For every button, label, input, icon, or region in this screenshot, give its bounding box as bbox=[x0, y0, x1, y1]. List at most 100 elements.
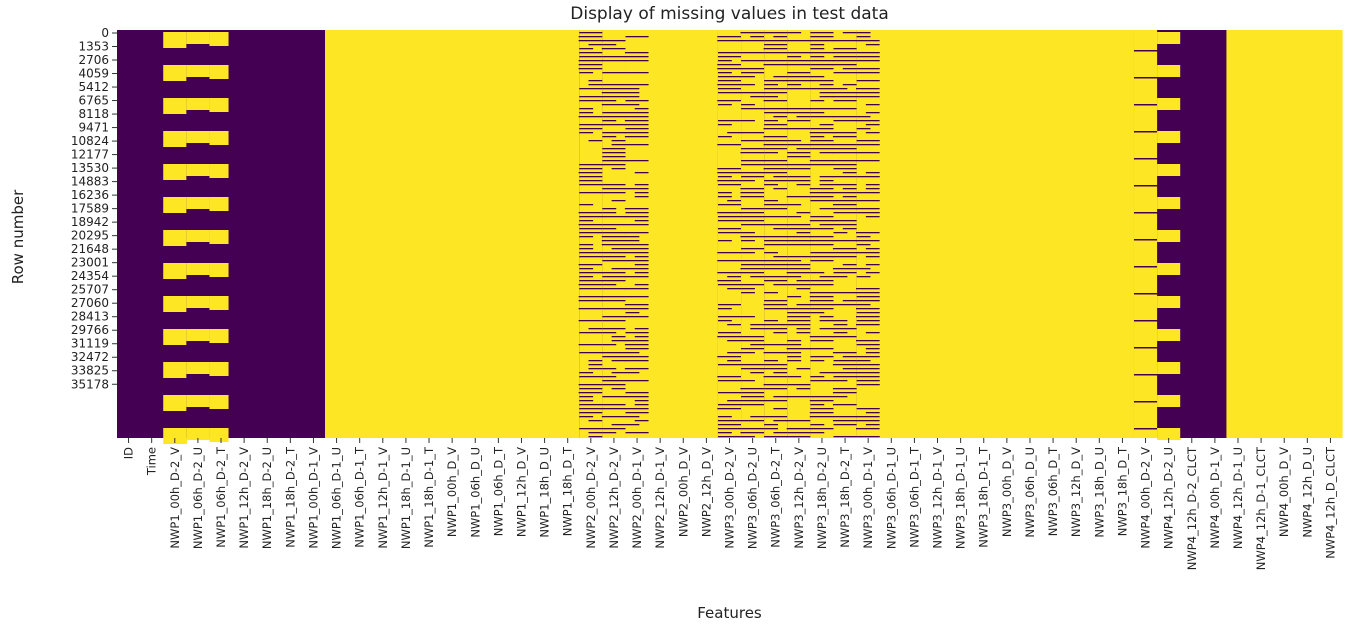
y-tick-label: 6765 bbox=[78, 94, 109, 108]
cell-col-nwp3-06h-d-2-t-present-line bbox=[773, 408, 788, 410]
cell-col-nwp3-18h-d-2-t-present-line bbox=[833, 320, 848, 322]
cell-col-nwp2-00h-d-2-v-present-line bbox=[578, 296, 603, 298]
cell-col-nwp3-18h-d-2-u-present-line bbox=[810, 140, 835, 142]
cell-col-nwp3-12h-d-2-v-present-line bbox=[787, 340, 802, 342]
cell-col-nwp1-06h-d-2-u-missing-block bbox=[186, 164, 211, 176]
cell-col-nwp2-12h-d-2-v-present-line bbox=[601, 236, 626, 238]
x-tick-label: NWP1_18h_D-2_U bbox=[260, 447, 274, 549]
y-tick-label: 12177 bbox=[71, 148, 109, 162]
cell-col-nwp3-00h-d-2-v-present-line bbox=[727, 132, 742, 134]
cell-col-nwp2-12h-d-2-v-present-line bbox=[602, 184, 627, 186]
cell-col-nwp2-00h-d-1-v-present-line bbox=[634, 184, 649, 186]
cell-col-nwp4-00h-d-2-v-present-line bbox=[1133, 104, 1158, 106]
cell-col-nwp3-06h-d-2-u-present-line bbox=[741, 164, 765, 166]
cell-col-nwp4-12h-d-2-u-missing-block bbox=[1157, 296, 1181, 308]
cell-col-nwp3-06h-d-2-t-present-line bbox=[764, 180, 788, 182]
cell-col-nwp3-00h-d-1-v-present-line bbox=[856, 268, 871, 270]
cell-col-nwp2-00h-d-1-v-present-line bbox=[625, 412, 650, 414]
cell-col-nwp2-00h-d-2-v-present-line bbox=[579, 216, 603, 218]
cell-col-nwp2-00h-d-2-v-present-line bbox=[578, 264, 603, 266]
cell-col-nwp3-06h-d-2-t-present-line bbox=[773, 228, 788, 230]
cell-col-nwp2-00h-d-1-v-present-line bbox=[624, 268, 649, 270]
cell-col-nwp2-12h-d-2-v-present-line bbox=[601, 40, 626, 42]
cell-col-nwp3-06h-d-2-u-present-line bbox=[750, 328, 765, 330]
cell-col-nwp1-06h-d-2-t-missing-block bbox=[209, 131, 229, 145]
cell-col-nwp2-00h-d-2-v-present-line bbox=[579, 48, 594, 50]
cell-col-nwp3-06h-d-2-t-present-line bbox=[764, 44, 788, 46]
cell-col-nwp2-00h-d-2-v-present-line bbox=[579, 56, 603, 58]
cell-col-nwp3-06h-d-2-t-present-line bbox=[764, 60, 788, 62]
cell-col-nwp2-12h-d-2-v-present-line bbox=[601, 408, 626, 410]
cell-col-nwp3-18h-d-2-u-present-line bbox=[819, 372, 834, 374]
cell-col-nwp1-18h-d-2-u bbox=[255, 30, 280, 438]
cell-col-nwp2-00h-d-2-v-present-line bbox=[579, 268, 594, 270]
cell-col-nwp1-12h-d-1-v bbox=[371, 30, 395, 438]
cell-col-nwp2-00h-d-1-v-present-line bbox=[625, 396, 650, 398]
cell-col-nwp3-06h-d-2-u-present-line bbox=[741, 428, 765, 430]
cell-col-nwp3-18h-d-1-t bbox=[972, 30, 996, 438]
cell-col-nwp3-12h-d-2-v-present-line bbox=[786, 196, 811, 198]
cell-col-nwp2-00h-d-2-v-present-line bbox=[579, 416, 594, 418]
cell-col-nwp3-12h-d-2-v-present-line bbox=[787, 72, 811, 74]
cell-col-nwp1-00h-d-2-v-missing-block bbox=[163, 329, 187, 345]
cell-col-nwp3-00h-d-1-v-present-line bbox=[856, 128, 871, 130]
cell-col-nwp2-12h-d-2-v-present-line bbox=[602, 368, 617, 370]
x-tick-label: NWP3_18h_D-1_U bbox=[954, 447, 968, 549]
cell-col-nwp3-00h-d-1-v-present-line bbox=[856, 368, 880, 370]
cell-col-nwp1-06h-d-2-u-missing-block bbox=[186, 428, 211, 440]
cell-col-nwp3-00h-d-2-v-present-line bbox=[717, 336, 742, 338]
cell-col-nwp3-06h-d-2-t-present-line bbox=[764, 148, 788, 150]
cell-col-nwp3-18h-d-2-u-present-line bbox=[809, 240, 834, 242]
cell-col-nwp3-18h-d-2-u-present-line bbox=[819, 184, 834, 186]
cell-col-nwp3-18h-d-2-u-present-line bbox=[809, 52, 834, 54]
cell-col-nwp3-06h-d-2-u-present-line bbox=[741, 396, 765, 398]
cell-col-nwp3-00h-d-1-v-present-line bbox=[856, 364, 881, 366]
cell-col-nwp3-18h-d-t bbox=[1110, 30, 1135, 438]
cell-col-nwp1-00h-d-2-v-missing-block bbox=[163, 263, 187, 279]
cell-col-nwp2-00h-d-1-v-present-line bbox=[634, 196, 649, 198]
cell-col-nwp2-12h-d-2-v-present-line bbox=[602, 152, 627, 154]
cell-col-nwp3-12h-d-2-v-present-line bbox=[787, 376, 802, 378]
cell-col-nwp3-18h-d-2-u-present-line bbox=[809, 228, 834, 230]
x-tick-label: NWP4_00h_D_V bbox=[1277, 447, 1291, 537]
cell-col-nwp3-00h-d-2-v-present-line bbox=[717, 100, 742, 102]
cell-col-nwp3-18h-d-2-t-present-line bbox=[832, 152, 857, 154]
cell-col-nwp3-18h-d-2-t-present-line bbox=[842, 188, 857, 190]
cell-col-nwp3-06h-d-2-u-present-line bbox=[740, 388, 765, 390]
cell-col-nwp2-12h-d-2-v-present-line bbox=[611, 268, 626, 270]
cell-col-nwp3-00h-d-1-v-present-line bbox=[865, 332, 880, 334]
cell-col-nwp3-00h-d-1-v-present-line bbox=[856, 416, 880, 418]
cell-col-nwp3-18h-d-2-u-present-line bbox=[810, 64, 835, 66]
cell-col-nwp2-00h-d-2-v-present-line bbox=[579, 396, 594, 398]
cell-col-nwp3-00h-d-2-v-present-line bbox=[717, 356, 742, 358]
cell-col-nwp3-00h-d-2-v-present-line bbox=[727, 400, 742, 402]
cell-col-nwp2-00h-d-1-v-present-line bbox=[634, 272, 649, 274]
cell-col-nwp3-06h-d-2-t-present-line bbox=[764, 436, 788, 438]
cell-col-nwp3-18h-d-2-u-present-line bbox=[810, 356, 835, 358]
cell-col-nwp4-00h-d-v bbox=[1272, 30, 1297, 438]
cell-col-nwp2-00h-d-2-v-present-line bbox=[578, 224, 603, 226]
cell-col-nwp3-06h-d-2-u-present-line bbox=[741, 420, 765, 422]
cell-col-nwp4-12h-d-2-u-missing-block bbox=[1157, 98, 1181, 110]
cell-col-nwp3-00h-d-1-v-present-line bbox=[865, 256, 880, 258]
cell-col-nwp2-00h-d-1-v-present-line bbox=[625, 332, 650, 334]
cell-col-nwp3-18h-d-2-u-present-line bbox=[809, 160, 834, 162]
cell-col-nwp2-00h-d-1-v-present-line bbox=[625, 244, 650, 246]
cell-col-nwp2-12h-d-2-v-present-line bbox=[601, 124, 626, 126]
cell-col-nwp3-18h-d-2-u-present-line bbox=[810, 396, 835, 398]
cell-col-nwp2-00h-d-1-v-present-line bbox=[624, 144, 649, 146]
cell-col-nwp3-18h-d-2-u-present-line bbox=[819, 316, 834, 318]
cell-col-nwp3-18h-d-2-u-present-line bbox=[810, 424, 825, 426]
y-tick-label: 13530 bbox=[71, 161, 109, 175]
cell-col-nwp2-00h-d-2-v-present-line bbox=[578, 116, 603, 118]
cell-col-nwp2-00h-d-2-v-present-line bbox=[579, 256, 603, 258]
cell-col-nwp3-18h-d-2-t-present-line bbox=[833, 424, 858, 426]
cell-col-nwp2-12h-d-2-v-present-line bbox=[601, 216, 626, 218]
cell-col-nwp3-18h-d-2-t-present-line bbox=[842, 68, 857, 70]
cell-col-nwp3-06h-d-2-t-present-line bbox=[763, 352, 788, 354]
x-tick-label: NWP3_18h_D-1_T bbox=[977, 446, 991, 548]
cell-col-nwp2-00h-d-2-v-present-line bbox=[578, 384, 603, 386]
cell-col-nwp1-06h-d-2-t-missing-block bbox=[209, 164, 229, 178]
cell-col-nwp3-00h-d-1-v-present-line bbox=[865, 348, 880, 350]
cell-col-nwp3-18h-d-2-u-present-line bbox=[819, 96, 834, 98]
